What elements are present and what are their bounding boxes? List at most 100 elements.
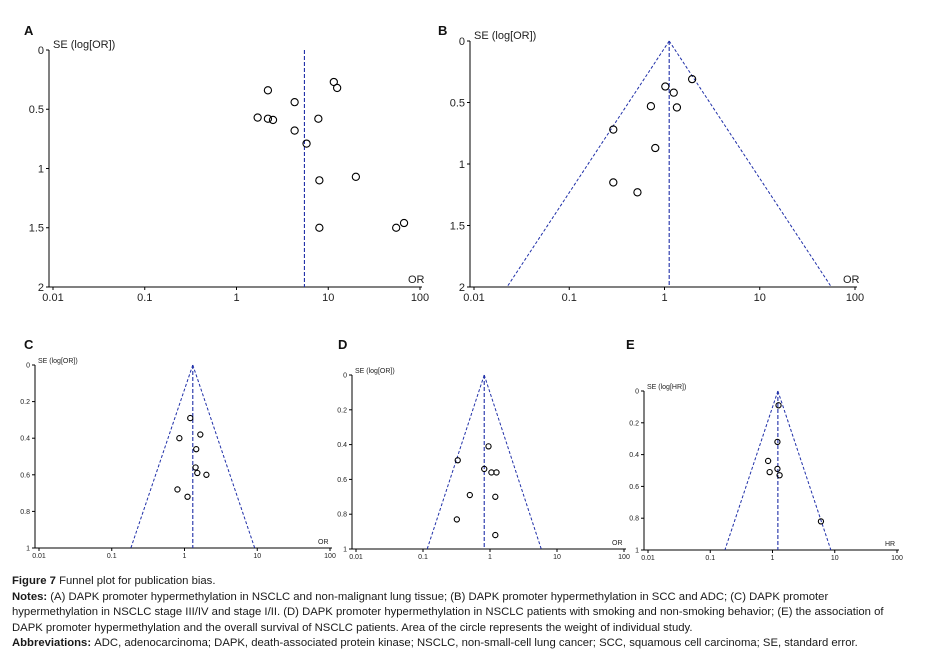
panel-letter-b: B [438, 23, 447, 38]
study-point-b [687, 74, 697, 84]
x-tick-label-a: 100 [411, 292, 429, 304]
study-point-a [315, 176, 324, 185]
y-tick-label-b: 0 [459, 36, 465, 48]
x-tick-label-d: 1 [488, 554, 492, 561]
study-point-a [263, 86, 273, 95]
y-tick-label-c: 0.6 [20, 472, 30, 479]
y-axis-label-e: SE (log[HR]) [647, 384, 686, 391]
study-point-a [351, 172, 361, 181]
y-tick-label-e: 0.8 [629, 516, 639, 523]
study-point-a [302, 139, 311, 148]
study-point-b [661, 82, 670, 91]
y-tick-label-a: 2 [38, 282, 44, 294]
study-point-e [817, 518, 825, 525]
x-tick-label-a: 10 [322, 292, 334, 304]
panel-letter-c: C [24, 337, 34, 352]
study-point-b [669, 88, 678, 97]
study-point-d [485, 443, 492, 450]
x-tick-label-c: 100 [324, 553, 336, 560]
x-tick-label-a: 0.1 [137, 292, 152, 304]
study-point-c [197, 431, 204, 438]
funnel-left-limit-e [724, 390, 779, 551]
x-axis-label-a: OR [408, 274, 425, 286]
figure-caption: Figure 7 Funnel plot for publication bia… [12, 574, 917, 652]
y-tick-label-d: 1 [343, 546, 347, 553]
y-tick-label-b: 1.5 [450, 220, 465, 232]
y-axis-label-c: SE (log[OR]) [38, 358, 78, 365]
funnel-right-limit-e [777, 390, 832, 551]
abbreviations-text: ADC, adenocarcinoma; DAPK, death-associa… [94, 637, 858, 649]
x-tick-label-c: 1 [183, 553, 187, 560]
figure-label: Figure 7 [12, 575, 56, 587]
study-point-b [633, 188, 642, 197]
y-tick-label-a: 1 [38, 163, 44, 175]
x-tick-label-a: 1 [233, 292, 239, 304]
y-tick-label-a: 0 [38, 45, 44, 57]
funnel-right-limit-b [668, 40, 832, 288]
study-point-a [268, 115, 278, 125]
study-point-e [774, 465, 781, 473]
study-point-a [263, 114, 273, 123]
x-tick-label-e: 10 [831, 555, 839, 562]
y-tick-label-b: 2 [459, 282, 465, 294]
notes-text: (A) DAPK promoter hypermethylation in NS… [12, 590, 884, 634]
study-point-e [776, 472, 783, 479]
y-tick-label-c: 0.4 [20, 436, 30, 443]
x-axis-label-c: OR [318, 539, 329, 546]
funnel-left-limit-c [130, 364, 194, 549]
x-tick-label-b: 0.01 [463, 292, 484, 304]
study-point-d [492, 493, 499, 500]
x-tick-label-b: 10 [754, 292, 766, 304]
funnel-left-limit-b [506, 40, 670, 288]
x-axis-label-d: OR [612, 540, 623, 547]
abbreviations-label: Abbreviations: [12, 637, 95, 649]
study-point-a [314, 114, 323, 123]
x-tick-label-c: 0.01 [32, 553, 46, 560]
y-tick-label-c: 1 [26, 545, 30, 552]
y-tick-label-b: 1 [459, 159, 465, 171]
funnel-plot-a: A0 0.5 1 1.5 20.01 0.1 1 10 100 SE (log[OR]) OR [24, 23, 429, 304]
x-tick-label-c: 0.1 [107, 553, 117, 560]
y-tick-label-c: 0.8 [20, 509, 30, 516]
y-axis-label-b: SE (log[OR]) [474, 30, 536, 42]
x-tick-label-b: 1 [661, 292, 667, 304]
study-point-a [332, 83, 342, 93]
x-tick-label-e: 1 [771, 555, 775, 562]
study-point-e [774, 438, 781, 446]
study-point-d [492, 531, 499, 539]
panel-letter-d: D [338, 337, 347, 352]
y-tick-label-e: 1 [635, 547, 639, 554]
y-tick-label-a: 1.5 [29, 223, 44, 235]
x-tick-label-e: 0.1 [705, 555, 715, 562]
x-tick-label-d: 100 [618, 554, 630, 561]
study-point-a [253, 113, 262, 122]
study-point-a [399, 218, 409, 228]
study-point-d [488, 469, 495, 476]
y-tick-label-c: 0.2 [20, 399, 30, 406]
study-point-a [315, 223, 324, 232]
study-point-e [766, 468, 773, 476]
x-tick-label-a: 0.01 [42, 292, 63, 304]
study-point-a [290, 126, 299, 135]
x-tick-label-b: 0.1 [562, 292, 577, 304]
funnel-right-limit-d [483, 374, 542, 550]
study-point-c [174, 486, 181, 493]
y-tick-label-d: 0.6 [337, 477, 347, 484]
y-axis-label-a: SE (log[OR]) [53, 39, 115, 51]
y-tick-label-e: 0.6 [629, 484, 639, 491]
study-point-e [775, 402, 782, 409]
study-point-a [392, 223, 401, 232]
study-point-b [609, 125, 618, 134]
y-tick-label-c: 0 [26, 362, 30, 369]
funnel-right-limit-c [192, 364, 256, 549]
study-point-c [194, 469, 201, 477]
study-point-a [290, 97, 299, 107]
x-tick-label-e: 100 [891, 555, 903, 562]
funnel-plot-b: B0 0.5 1 1.5 20.01 0.1 1 10 100 SE (log[OR]) OR [438, 23, 864, 304]
panel-letter-e: E [626, 337, 635, 352]
y-tick-label-e: 0.2 [629, 420, 639, 427]
y-tick-label-d: 0.2 [337, 407, 347, 414]
x-tick-label-e: 0.01 [641, 555, 655, 562]
